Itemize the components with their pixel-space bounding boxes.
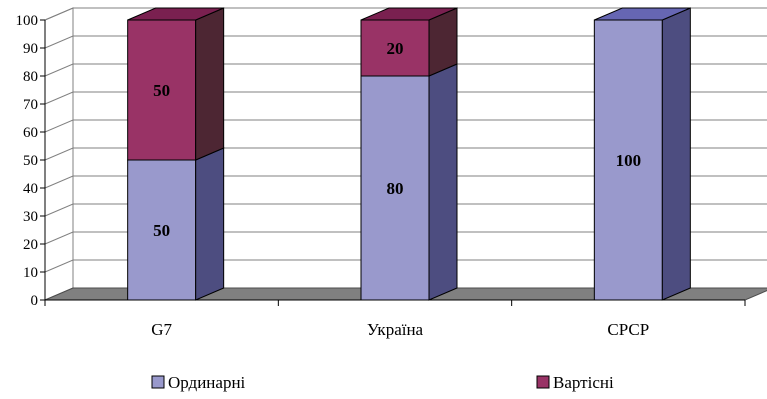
y-tick-label: 50 (23, 153, 38, 169)
gridline (44, 175, 767, 189)
legend-swatch (536, 375, 550, 389)
bar-segment (593, 7, 691, 301)
x-category-label: G7 (151, 320, 172, 339)
data-label: 50 (153, 221, 170, 240)
bar-segment (360, 7, 458, 77)
legend-swatch (151, 375, 165, 389)
x-category-label: СРСР (607, 320, 649, 339)
gridline (44, 7, 767, 21)
gridline (44, 259, 767, 273)
bar-segment (127, 7, 225, 161)
gridline (44, 147, 767, 161)
gridline (44, 91, 767, 105)
gridline (44, 63, 767, 77)
bar-top (594, 7, 691, 21)
x-category-label: Україна (367, 320, 424, 339)
bar-top (127, 7, 224, 21)
bars (127, 7, 691, 301)
legend-label: Ординарні (168, 373, 246, 392)
bar-side (428, 63, 458, 301)
y-axis: 0 10 20 30 40 50 60 70 80 90 100 (16, 13, 46, 309)
gridline (44, 35, 767, 49)
bar-segment (360, 63, 458, 301)
y-tick-label: 80 (23, 69, 38, 85)
gridline (44, 203, 767, 217)
y-tick-label: 0 (31, 293, 39, 309)
gridline (44, 119, 767, 133)
y-tick-label: 10 (23, 265, 38, 281)
data-label: 80 (387, 179, 404, 198)
legend-item: Вартісні (536, 373, 614, 392)
bar-top (360, 7, 458, 21)
x-axis: G7 Україна СРСР (44, 299, 746, 339)
bar-side (195, 7, 225, 161)
y-tick-label: 100 (16, 13, 39, 29)
data-label: 100 (616, 151, 642, 170)
data-labels: 50 50 80 20 100 (153, 39, 641, 240)
bar-side (661, 7, 691, 301)
bar-side (195, 147, 225, 301)
y-tick-label: 30 (23, 209, 38, 225)
bar-segment (127, 147, 225, 301)
legend: Ординарні Вартісні (151, 373, 614, 392)
y-tick-label: 40 (23, 181, 38, 197)
legend-label: Вартісні (553, 373, 614, 392)
data-label: 50 (153, 81, 170, 100)
y-tick-label: 60 (23, 125, 38, 141)
gridline (44, 231, 767, 245)
gridlines (44, 7, 767, 273)
y-tick-label: 90 (23, 41, 38, 57)
y-tick-label: 70 (23, 97, 38, 113)
data-label: 20 (387, 39, 404, 58)
legend-item: Ординарні (151, 373, 246, 392)
y-tick-label: 20 (23, 237, 38, 253)
